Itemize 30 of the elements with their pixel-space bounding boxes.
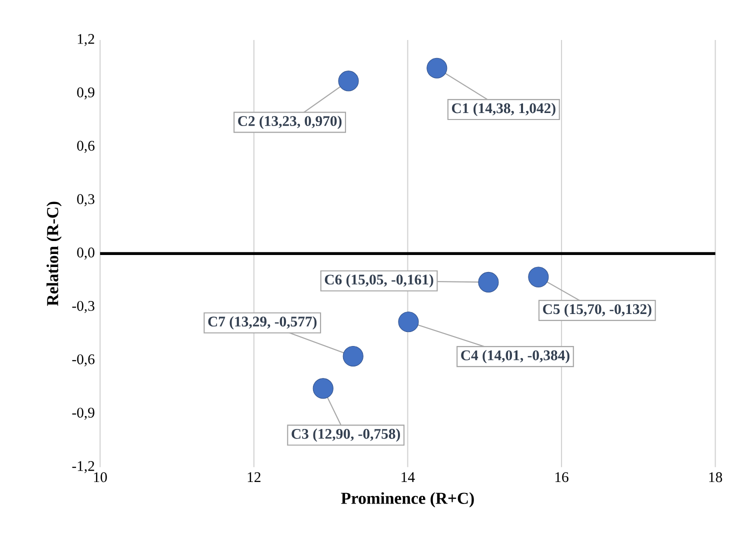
x-tick-label: 16 — [555, 472, 568, 482]
point — [398, 312, 419, 332]
annotation: C6 (15,05, -0,161) — [324, 274, 434, 288]
x-tick-label: 18 — [709, 472, 722, 482]
annotation: C5 (15,70, -0,132) — [543, 304, 652, 318]
annotation: C1 (14,38, 1,042) — [452, 102, 556, 116]
y-axis-title: Relation (R-C) — [46, 202, 62, 306]
y-tick-label: -0,6 — [72, 354, 94, 366]
point — [312, 378, 334, 399]
annotation: C2 (13,23, 0,970) — [238, 116, 342, 130]
y-tick-label: 0,9 — [77, 88, 94, 100]
y-tick-label: -0,3 — [72, 301, 94, 314]
x-tick-label: 10 — [94, 472, 107, 482]
x-tick-label: 12 — [248, 472, 260, 482]
point — [478, 272, 499, 293]
y-tick-label: -0,9 — [72, 408, 94, 420]
annotation: C3 (12,90, -0,758) — [292, 428, 400, 442]
y-tick-label: 0,3 — [77, 194, 94, 206]
y-tick-label: 0,0 — [77, 248, 94, 260]
y-tick-label: -1,2 — [72, 461, 94, 474]
y-tick-label: 0,6 — [77, 140, 94, 153]
point — [528, 266, 549, 288]
point — [338, 70, 359, 92]
x-tick-label: 14 — [402, 472, 415, 482]
y-tick-label: 1,2 — [78, 34, 94, 46]
point — [342, 346, 364, 367]
x-axis-title: Prominence (R+C) — [341, 492, 474, 508]
annotation: C7 (13,29, -0,577) — [208, 316, 317, 330]
annotation: C4 (14,01, -0,384) — [461, 350, 570, 364]
point — [426, 58, 448, 79]
